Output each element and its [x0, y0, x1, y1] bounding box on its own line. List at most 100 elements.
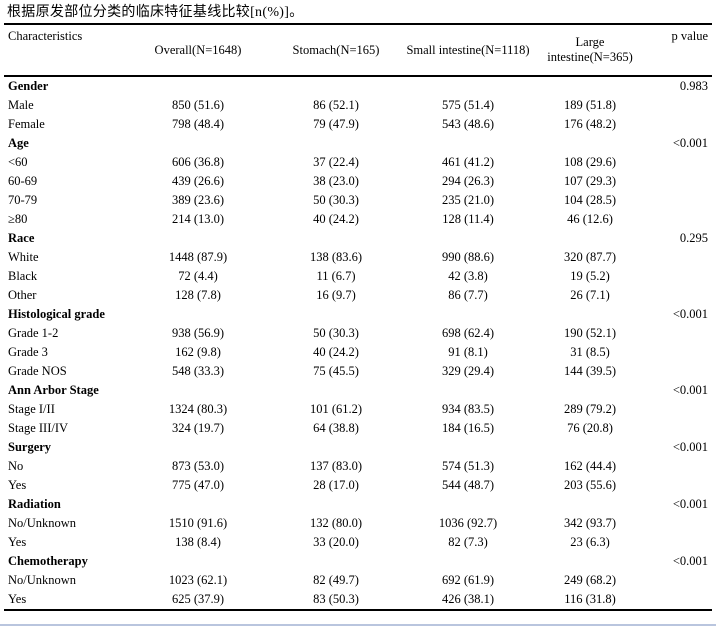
- table-title: 根据原发部位分类的临床特征基线比较[n(%)]。: [7, 5, 304, 20]
- row-label: Other: [8, 288, 37, 302]
- cell-value: 990 (88.6): [441, 250, 495, 264]
- table-row: <60 606 (36.8) 37 (22.4) 461 (41.2) 108 (29.…: [4, 153, 712, 172]
- row-label: Grade NOS: [8, 364, 67, 378]
- cell-value: 37 (22.4): [313, 155, 359, 169]
- cell-value: 190 (52.1): [563, 326, 617, 340]
- cell-value: 692 (61.9): [441, 573, 495, 587]
- row-label: Female: [8, 117, 45, 131]
- cell-value: 50 (30.3): [313, 326, 359, 340]
- row-label: ≥80: [8, 212, 28, 226]
- row-label: Stage III/IV: [8, 421, 69, 435]
- p-value-empty: [648, 400, 712, 419]
- baseline-characteristics-table: Characteristics Overall(N=1648) Stomach(…: [4, 23, 712, 611]
- table-body: Gender 0.983 Male 850 (51.6) 86 (52.1) 575 (5…: [4, 76, 712, 610]
- cell-value: 1324 (80.3): [168, 402, 228, 416]
- section-label: Race: [8, 231, 35, 245]
- cell-value: 72 (4.4): [178, 269, 218, 283]
- table-row: 60-69 439 (26.6) 38 (23.0) 294 (26.3) 107 (2…: [4, 172, 712, 191]
- cell-value: 544 (48.7): [441, 478, 495, 492]
- cell-value: 342 (93.7): [563, 516, 617, 530]
- p-value-empty: [648, 248, 712, 267]
- cell-value: 144 (39.5): [563, 364, 617, 378]
- cell-value: 19 (5.2): [570, 269, 610, 283]
- cell-value: 64 (38.8): [313, 421, 359, 435]
- cell-value: 543 (48.6): [441, 117, 495, 131]
- cell-value: 873 (53.0): [171, 459, 225, 473]
- cell-value: 698 (62.4): [441, 326, 495, 340]
- table-row: Yes 625 (37.9) 83 (50.3) 426 (38.1) 116 (31.…: [4, 590, 712, 610]
- cell-value: 324 (19.7): [171, 421, 225, 435]
- window-edge-line: [0, 624, 716, 626]
- cell-value: 38 (23.0): [313, 174, 359, 188]
- column-header-overall: Overall(N=1648): [154, 42, 242, 57]
- table-row: ≥80 214 (13.0) 40 (24.2) 128 (11.4) 46 (12.6…: [4, 210, 712, 229]
- cell-value: 75 (45.5): [313, 364, 359, 378]
- table-row: Yes 138 (8.4) 33 (20.0) 82 (7.3) 23 (6.3): [4, 533, 712, 552]
- row-label: White: [8, 250, 39, 264]
- table-row: Grade NOS 548 (33.3) 75 (45.5) 329 (29.4) 14…: [4, 362, 712, 381]
- cell-value: 76 (20.8): [567, 421, 613, 435]
- section-label: Age: [8, 136, 29, 150]
- cell-value: 184 (16.5): [441, 421, 495, 435]
- cell-value: 389 (23.6): [171, 193, 225, 207]
- row-label: 70-79: [8, 193, 38, 207]
- p-value-empty: [648, 514, 712, 533]
- p-value-empty: [648, 115, 712, 134]
- cell-value: 16 (9.7): [316, 288, 356, 302]
- cell-value: 461 (41.2): [441, 155, 495, 169]
- row-label: No/Unknown: [8, 516, 77, 530]
- cell-value: 775 (47.0): [171, 478, 225, 492]
- section-label: Ann Arbor Stage: [8, 383, 99, 397]
- cell-value: 189 (51.8): [563, 98, 617, 112]
- table-row: Black 72 (4.4) 11 (6.7) 42 (3.8) 19 (5.2): [4, 267, 712, 286]
- section-header-row: Chemotherapy <0.001: [4, 552, 712, 571]
- section-label: Gender: [8, 79, 49, 93]
- column-header-p-value: p value: [671, 29, 708, 43]
- cell-value: 294 (26.3): [441, 174, 495, 188]
- row-label: Grade 3: [8, 345, 48, 359]
- p-value-empty: [648, 153, 712, 172]
- p-value-empty: [648, 96, 712, 115]
- cell-value: 86 (52.1): [313, 98, 359, 112]
- cell-value: 23 (6.3): [570, 535, 610, 549]
- row-label: <60: [8, 155, 28, 169]
- row-label: Grade 1-2: [8, 326, 59, 340]
- p-value-empty: [648, 590, 712, 610]
- p-value-empty: [648, 172, 712, 191]
- cell-value: 128 (7.8): [175, 288, 221, 302]
- cell-value: 46 (12.6): [567, 212, 613, 226]
- cell-value: 28 (17.0): [313, 478, 359, 492]
- cell-value: 138 (8.4): [175, 535, 221, 549]
- row-label: Male: [8, 98, 34, 112]
- section-header-row: Race 0.295: [4, 229, 712, 248]
- table-row: 70-79 389 (23.6) 50 (30.3) 235 (21.0) 104 (2…: [4, 191, 712, 210]
- cell-value: 1023 (62.1): [168, 573, 228, 587]
- cell-value: 934 (83.5): [441, 402, 495, 416]
- cell-value: 40 (24.2): [313, 345, 359, 359]
- cell-value: 320 (87.7): [563, 250, 617, 264]
- table-row: Male 850 (51.6) 86 (52.1) 575 (51.4) 189 (51…: [4, 96, 712, 115]
- section-header-row: Ann Arbor Stage <0.001: [4, 381, 712, 400]
- section-label: Chemotherapy: [8, 554, 88, 568]
- cell-value: 26 (7.1): [570, 288, 610, 302]
- table-row: No/Unknown 1023 (62.1) 82 (49.7) 692 (61.9)…: [4, 571, 712, 590]
- cell-value: 938 (56.9): [171, 326, 225, 340]
- section-label: Histological grade: [8, 307, 105, 321]
- cell-value: 137 (83.0): [309, 459, 363, 473]
- cell-value: 249 (68.2): [563, 573, 617, 587]
- cell-value: 79 (47.9): [313, 117, 359, 131]
- p-value: <0.001: [672, 307, 708, 321]
- cell-value: 426 (38.1): [441, 592, 495, 606]
- p-value-empty: [648, 191, 712, 210]
- row-label: No/Unknown: [8, 573, 77, 587]
- section-header-row: Surgery <0.001: [4, 438, 712, 457]
- header-row: Characteristics Overall(N=1648) Stomach(…: [4, 24, 712, 76]
- cell-value: 83 (50.3): [313, 592, 359, 606]
- cell-value: 31 (8.5): [570, 345, 610, 359]
- table-row: Grade 1-2 938 (56.9) 50 (30.3) 698 (62.4) 19…: [4, 324, 712, 343]
- table-row: No 873 (53.0) 137 (83.0) 574 (51.3) 162 (44.…: [4, 457, 712, 476]
- p-value-empty: [648, 343, 712, 362]
- cell-value: 439 (26.6): [171, 174, 225, 188]
- section-header-row: Gender 0.983: [4, 76, 712, 96]
